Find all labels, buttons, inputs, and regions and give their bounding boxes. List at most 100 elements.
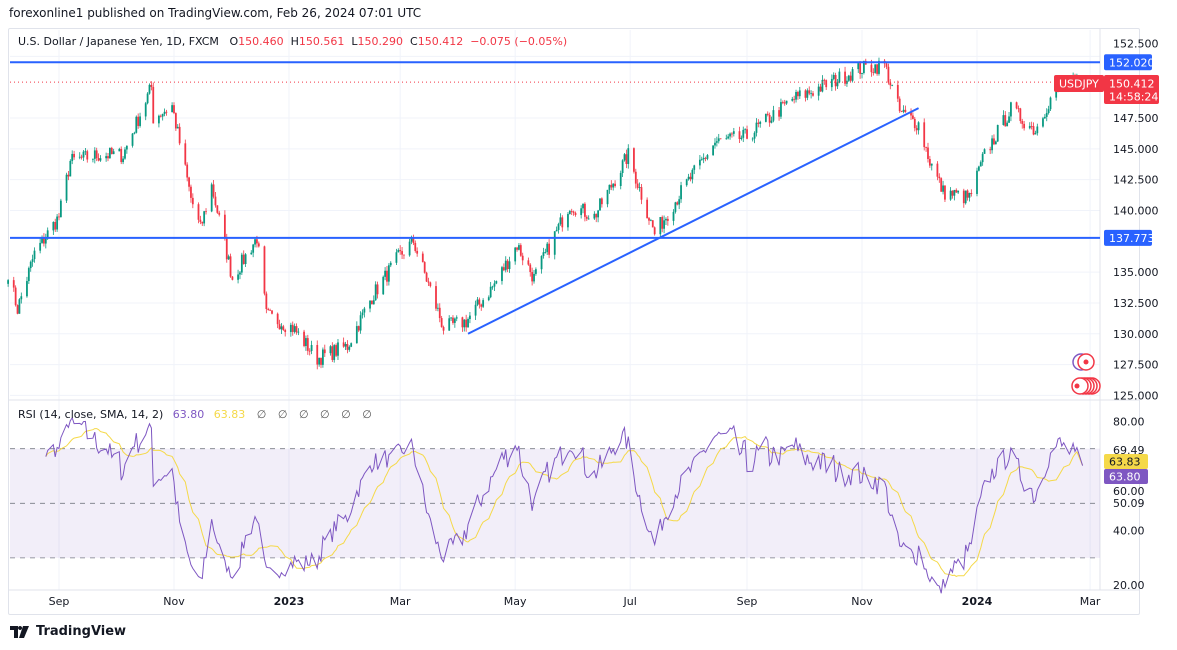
candle [663, 215, 665, 234]
candle-body [806, 90, 809, 98]
candle-body [333, 345, 336, 360]
candle-body [350, 343, 353, 347]
candle-body [305, 338, 307, 347]
candle [95, 147, 98, 162]
candle-body [680, 185, 682, 200]
candle-body [755, 122, 758, 133]
candle [593, 211, 596, 220]
candle [205, 208, 207, 215]
candle [173, 102, 175, 115]
candle [244, 253, 247, 267]
candle [223, 210, 226, 241]
candle [401, 247, 403, 259]
candle [729, 132, 731, 140]
candle [751, 137, 754, 142]
candle [535, 267, 537, 276]
candle [672, 209, 675, 226]
candle [489, 281, 492, 299]
candle-body [699, 159, 701, 166]
candle [355, 321, 358, 344]
candle [152, 82, 155, 124]
tradingview-logo[interactable]: TradingView [10, 624, 126, 639]
candle-body [269, 309, 272, 311]
candle-body [284, 330, 287, 333]
candle-body [416, 250, 419, 254]
candle-body [872, 72, 875, 73]
candle [891, 84, 894, 87]
chart-frame[interactable] [8, 28, 1140, 615]
candle [693, 164, 696, 175]
candle [746, 125, 748, 140]
candle [910, 108, 912, 120]
candle-body [54, 222, 57, 230]
candle-body [316, 345, 319, 365]
candle [7, 279, 10, 287]
candle [804, 89, 807, 102]
candle-body [925, 147, 927, 148]
candle [702, 153, 705, 164]
candle [27, 266, 30, 284]
candle [359, 311, 362, 334]
candle [516, 246, 518, 252]
candle [878, 57, 880, 76]
candle [927, 142, 929, 163]
candle-body [915, 128, 918, 131]
candle-body [214, 196, 217, 206]
candle [1023, 120, 1026, 131]
candle [450, 317, 452, 321]
candle [250, 250, 253, 255]
candle [942, 180, 944, 195]
candle-body [59, 200, 62, 218]
candle [184, 139, 187, 166]
candle-body [256, 239, 258, 244]
candle [252, 243, 255, 258]
time-tick-label: May [504, 595, 527, 608]
candle [727, 133, 730, 140]
candle [316, 340, 319, 370]
candle [84, 147, 87, 156]
candle [666, 215, 669, 226]
brand-name: TradingView [36, 624, 127, 639]
candle-body [348, 346, 351, 350]
candle [898, 96, 901, 113]
candle-body [568, 211, 571, 215]
candle-body [900, 111, 903, 112]
symbol-legend: U.S. Dollar / Japanese Yen, 1D, FXCM O15… [18, 35, 567, 48]
rsi-tick-label: 20.00 [1113, 579, 1145, 592]
candle-body [92, 158, 94, 160]
candle [717, 133, 720, 144]
candle [823, 78, 826, 85]
candle [320, 357, 322, 369]
rsi-sma-badge: 63.83 [1104, 454, 1148, 469]
candle [144, 101, 147, 121]
candle-body [137, 116, 140, 126]
empty-value: ∅ [256, 408, 267, 421]
candle [742, 126, 745, 143]
candle [148, 83, 151, 95]
candle-body [693, 165, 696, 170]
candle [680, 181, 682, 203]
candle-body [772, 110, 775, 121]
candle [342, 337, 345, 348]
candle-body [203, 211, 206, 224]
time-tick-label: Nov [163, 595, 185, 608]
candle-body [384, 270, 387, 277]
candle [435, 281, 437, 312]
candle-body [744, 129, 747, 131]
price-tick-label: 130.000 [1113, 328, 1159, 341]
candle-body [171, 105, 173, 113]
candle-body [369, 300, 371, 309]
empty-value: ∅ [320, 408, 330, 421]
candle [410, 235, 413, 245]
candle [269, 308, 272, 311]
candle-body [623, 154, 626, 161]
rsi-tick-label: 40.00 [1113, 525, 1145, 538]
candle [504, 256, 507, 273]
candle [257, 241, 260, 248]
candle-body [450, 317, 452, 319]
candle [783, 99, 786, 106]
symbol-badge-text: USDJPY [1059, 78, 1099, 91]
candle [438, 303, 441, 323]
candle-body [52, 222, 55, 231]
